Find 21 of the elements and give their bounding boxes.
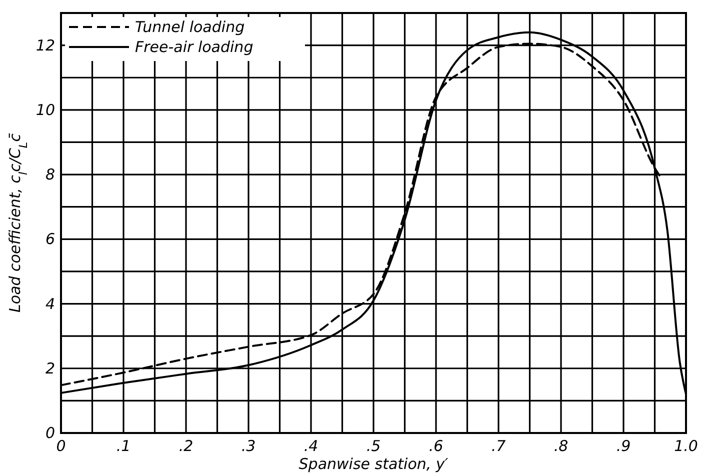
x-tick-label: .8 [554, 437, 568, 455]
x-tick-label: .6 [428, 437, 444, 455]
x-tick-label: .5 [366, 437, 381, 455]
x-tick-label: .4 [304, 437, 318, 455]
x-tick-label: 0 [56, 437, 66, 455]
y-tick-label: 12 [36, 36, 55, 54]
x-tick-label: .2 [178, 437, 194, 455]
y-tick-label: 8 [45, 166, 55, 184]
x-tick-label: .9 [616, 437, 631, 455]
legend-label: Free-air loading [135, 38, 254, 56]
y-tick-label: 10 [36, 100, 55, 119]
y-tick-label: 0 [45, 424, 55, 442]
x-tick-label: 1.0 [674, 437, 698, 455]
y-tick-label: 4 [45, 294, 55, 313]
y-tick-label: 2 [45, 359, 55, 378]
y-tick-label: 6 [45, 230, 55, 248]
legend-label: Tunnel loading [135, 18, 245, 36]
x-axis-title: Spanwise station, y′ [298, 455, 449, 473]
x-tick-label: .1 [116, 437, 131, 455]
x-tick-label: .7 [491, 437, 506, 455]
x-tick-label: .3 [241, 437, 256, 455]
